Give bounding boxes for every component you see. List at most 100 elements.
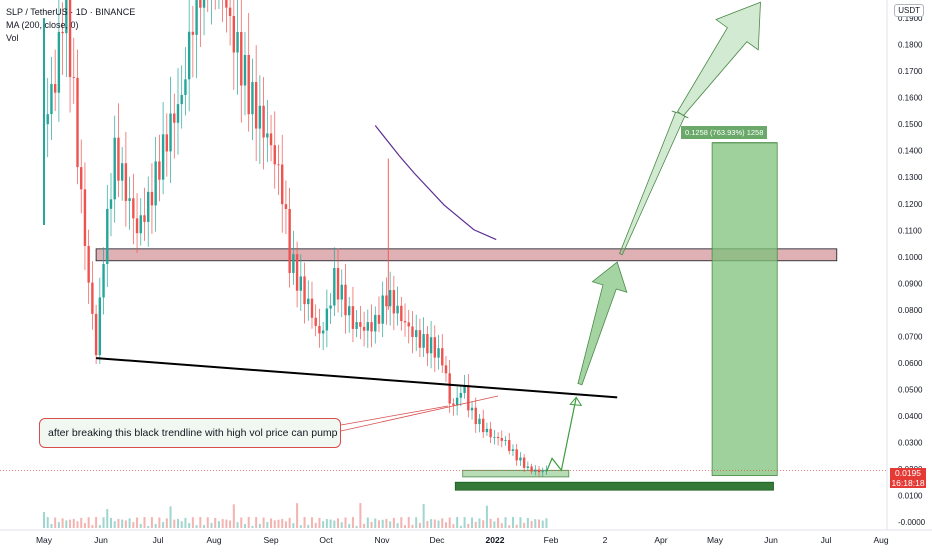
candle-body[interactable] (102, 264, 105, 298)
candle-body[interactable] (295, 254, 299, 291)
candle-body[interactable] (147, 191, 150, 222)
candle-body[interactable] (53, 84, 57, 93)
candle-body[interactable] (407, 322, 410, 327)
candle-body[interactable] (429, 337, 433, 354)
candle-body[interactable] (303, 276, 306, 305)
candle-body[interactable] (94, 313, 98, 356)
ma-indicator-label[interactable]: MA (200, close, 0) (6, 20, 79, 30)
candle-body[interactable] (120, 163, 124, 181)
projection-arrow-large-base[interactable] (619, 110, 689, 256)
candle-body[interactable] (437, 348, 440, 358)
candle-body[interactable] (321, 330, 325, 334)
candle-body[interactable] (348, 306, 351, 316)
candle-body[interactable] (359, 322, 362, 327)
candle-body[interactable] (411, 326, 414, 337)
candle-body[interactable] (522, 457, 526, 468)
candle-body[interactable] (109, 199, 113, 209)
candle-body[interactable] (176, 104, 180, 123)
currency-badge[interactable]: USDT (894, 4, 924, 17)
projection-box[interactable] (711, 142, 778, 476)
candle-body[interactable] (299, 276, 303, 291)
candle-body[interactable] (329, 305, 332, 309)
candle-body[interactable] (61, 31, 64, 34)
candle-body[interactable] (377, 314, 381, 324)
candle-body[interactable] (150, 191, 154, 206)
candle-body[interactable] (247, 54, 250, 115)
symbol-title[interactable]: SLP / TetherUS · 1D · BINANCE (6, 7, 136, 17)
candle-body[interactable] (124, 163, 128, 201)
candle-body[interactable] (117, 137, 120, 181)
candle-body[interactable] (191, 31, 195, 35)
candle-body[interactable] (351, 306, 355, 329)
candle-body[interactable] (500, 437, 504, 441)
candle-body[interactable] (422, 334, 425, 348)
candle-body[interactable] (50, 84, 53, 115)
candle-body[interactable] (243, 54, 247, 86)
candle-body[interactable] (254, 82, 258, 129)
candle-body[interactable] (504, 440, 507, 441)
accumulation-zone[interactable] (462, 469, 570, 478)
candle-body[interactable] (433, 337, 437, 358)
candle-body[interactable] (180, 94, 183, 105)
candle-body[interactable] (106, 208, 109, 265)
candle-body[interactable] (57, 31, 61, 93)
candle-body[interactable] (284, 204, 288, 209)
candle-body[interactable] (281, 164, 284, 205)
candle-body[interactable] (325, 308, 329, 331)
candle-body[interactable] (91, 282, 94, 314)
candle-body[interactable] (65, 0, 68, 34)
candle-body[interactable] (161, 134, 165, 180)
candle-body[interactable] (366, 322, 370, 331)
candle-body[interactable] (80, 167, 83, 190)
candle-body[interactable] (463, 385, 466, 394)
candle-body[interactable] (355, 322, 358, 329)
volume-indicator-label[interactable]: Vol (6, 33, 19, 43)
candle-body[interactable] (288, 208, 291, 273)
black-trendline[interactable] (96, 357, 618, 399)
candle-body[interactable] (139, 215, 142, 234)
candle-body[interactable] (68, 0, 72, 78)
candle-body[interactable] (307, 298, 310, 305)
candle-body[interactable] (530, 466, 533, 472)
candle-body[interactable] (258, 105, 262, 129)
projection-arrow-small[interactable] (545, 397, 577, 472)
candle-body[interactable] (83, 189, 87, 246)
candle-body[interactable] (534, 469, 537, 472)
candle-body[interactable] (470, 407, 474, 411)
candle-body[interactable] (474, 407, 477, 425)
candle-body[interactable] (273, 145, 276, 165)
candle-body[interactable] (277, 164, 280, 166)
candle-body[interactable] (132, 198, 135, 219)
projection-arrow-large[interactable] (677, 1, 761, 117)
candle-body[interactable] (143, 215, 146, 222)
candle-body[interactable] (169, 113, 172, 152)
candle-body[interactable] (403, 321, 407, 323)
candle-body[interactable] (336, 268, 340, 300)
candle-body[interactable] (400, 305, 403, 322)
candle-body[interactable] (426, 334, 429, 354)
candle-body[interactable] (310, 298, 314, 318)
candle-body[interactable] (485, 428, 489, 433)
candle-body[interactable] (292, 254, 295, 273)
candle-body[interactable] (489, 428, 492, 438)
candle-body[interactable] (251, 82, 254, 115)
candle-body[interactable] (46, 114, 49, 125)
candle-body[interactable] (541, 471, 544, 473)
candle-body[interactable] (195, 0, 198, 35)
candle-body[interactable] (481, 418, 485, 433)
candle-body[interactable] (72, 77, 75, 78)
candle-body[interactable] (388, 290, 392, 307)
candle-body[interactable] (452, 403, 455, 406)
candle-body[interactable] (459, 393, 463, 398)
candle-body[interactable] (340, 284, 343, 300)
candle-body[interactable] (508, 440, 511, 451)
candle-body[interactable] (187, 31, 191, 80)
candle-body[interactable] (202, 0, 206, 8)
candle-body[interactable] (266, 133, 269, 138)
candle-body[interactable] (333, 268, 336, 306)
candle-body[interactable] (381, 295, 384, 324)
candle-body[interactable] (87, 245, 90, 283)
candle-body[interactable] (154, 161, 157, 206)
candle-body[interactable] (526, 466, 530, 468)
